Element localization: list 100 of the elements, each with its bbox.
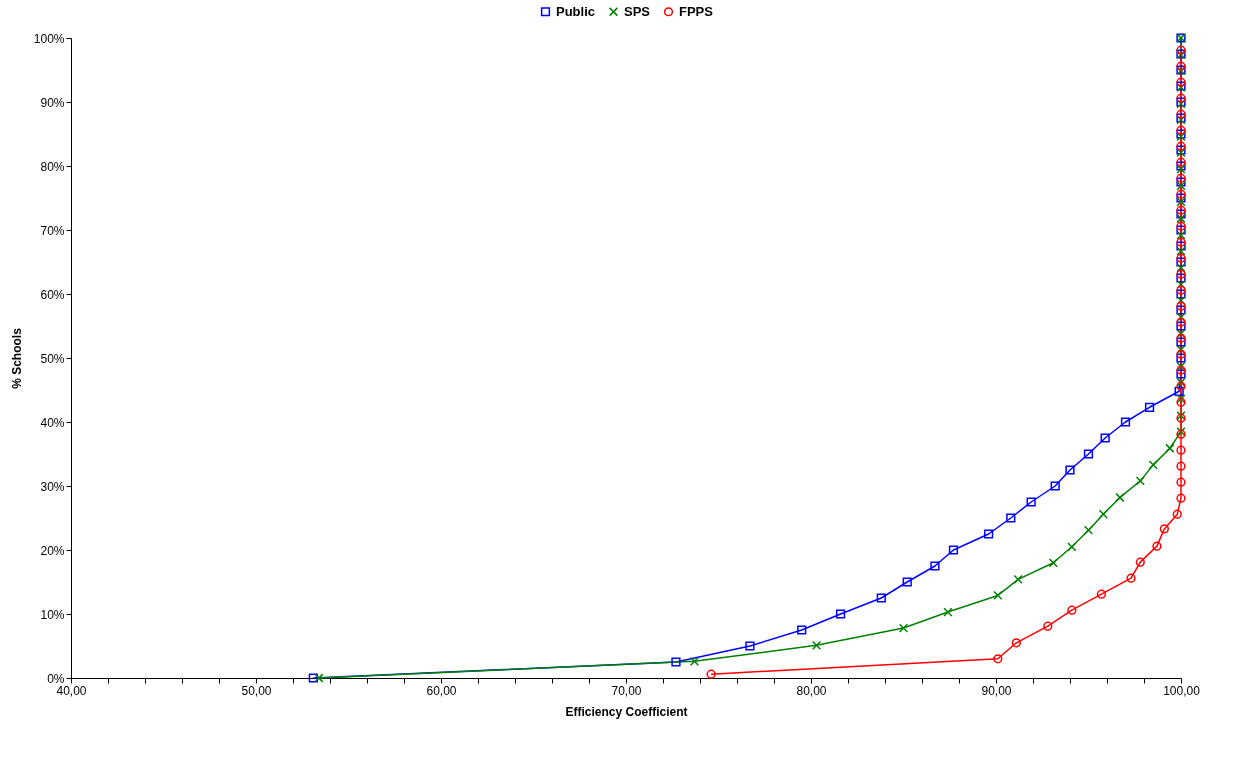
point [943,607,953,617]
point [1176,246,1186,256]
point [1176,321,1186,331]
point [876,593,886,603]
point [1067,605,1077,615]
point [1176,77,1186,87]
point [1176,225,1186,235]
point [1176,125,1186,135]
x-tick-label: 40,00 [56,683,87,698]
point [1067,542,1077,552]
point [1176,345,1186,355]
legend-label: Public [556,3,596,19]
point [948,545,959,555]
point [1176,353,1186,363]
point [1176,381,1186,391]
x-tick-label: 100,00 [1163,683,1201,698]
y-tick-label: 70% [40,223,65,238]
x-tick-label: 90,00 [981,683,1012,698]
point [1013,574,1023,585]
point [1176,377,1186,387]
point [1176,317,1186,327]
point [1176,221,1186,231]
point [745,641,755,651]
point [1176,213,1186,224]
y-tick-label: 50% [40,351,65,366]
point [1176,61,1186,71]
y-tick-label: 90% [40,95,65,110]
point [1100,433,1110,443]
point [1176,157,1186,167]
point [1176,289,1186,299]
point [993,654,1003,664]
point [1172,509,1182,519]
point [1176,273,1186,283]
point [1176,209,1186,219]
y-tick-label: 80% [40,159,65,174]
point [1176,177,1186,187]
point [1144,402,1155,412]
point [1176,241,1186,251]
point [1176,285,1186,295]
point [1120,417,1131,427]
point [689,656,700,666]
point [1176,237,1186,247]
point [1048,558,1058,568]
point [1043,621,1053,631]
point [1176,305,1186,315]
point [671,657,681,667]
point [1176,365,1186,375]
y-tick-label: 30% [40,479,65,494]
point [1176,337,1186,347]
point [983,529,994,539]
point [1096,589,1107,599]
point [1165,443,1175,453]
y-tick-label: 10% [40,607,65,622]
point [1176,312,1186,322]
point [1176,109,1186,119]
point [1176,349,1186,359]
point [1152,541,1162,551]
point [1176,445,1186,455]
point [1006,513,1016,523]
point [1148,460,1158,470]
point [1176,230,1186,240]
point [1176,197,1186,207]
point [1176,461,1186,471]
x-tick-label: 80,00 [796,683,827,698]
point [1176,189,1186,199]
point [811,640,822,650]
point [1176,253,1186,263]
point [1176,257,1186,267]
point [1135,557,1145,567]
y-tick-label: 20% [40,543,65,558]
point [1176,93,1186,103]
point [1176,269,1186,279]
point [1176,301,1186,311]
point [314,673,324,683]
point [1176,263,1186,273]
x-axis-title: Efficiency Coefficient [565,704,688,719]
point [1174,386,1184,396]
point [1176,493,1186,503]
point [1083,525,1094,535]
point [1026,497,1036,507]
point [930,561,940,571]
x-tick-label: 70,00 [611,683,642,698]
point [1126,573,1136,583]
point [308,673,318,683]
point [1115,492,1125,503]
point [1176,205,1186,215]
point [1083,449,1094,459]
point [1065,465,1075,475]
point [902,577,912,587]
legend-label: SPS [624,3,651,19]
point [1011,638,1021,648]
y-tick-label: 40% [40,415,65,430]
point [1050,481,1060,491]
point [1159,524,1169,534]
point [835,609,846,619]
x-tick-label: 60,00 [426,683,457,698]
point [1176,45,1186,55]
point [1176,361,1186,371]
y-tick-label: 100% [33,31,65,46]
point [1176,181,1186,191]
